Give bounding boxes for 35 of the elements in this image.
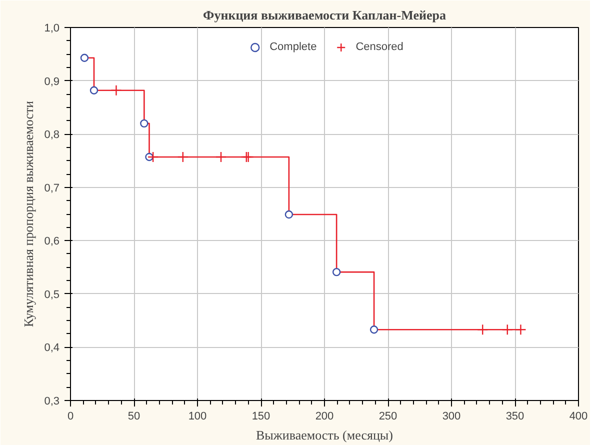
point	[80, 54, 89, 62]
x-tick-label: 350	[506, 410, 524, 422]
x-tick-label: 100	[188, 410, 207, 422]
point	[370, 326, 378, 334]
x-tick-label: 250	[378, 410, 398, 422]
y-axis-title: Кумулятивная пропорция выживаемости	[21, 100, 36, 328]
y-tick-label: 0,4	[44, 342, 60, 354]
y-tick-label: 0,9	[44, 76, 60, 88]
point	[477, 324, 488, 336]
point	[284, 210, 294, 219]
y-tick-label: 0,6	[44, 236, 60, 248]
chart-title: Функция выживаемости Каплан-Мейера	[203, 8, 446, 22]
point	[90, 86, 98, 94]
point	[215, 151, 227, 163]
x-tick-label: 0	[67, 410, 74, 422]
y-tick-label: 0,7	[44, 182, 60, 194]
legend-label: Complete	[270, 41, 317, 53]
y-tick-label: 0,5	[44, 288, 60, 301]
point	[147, 151, 159, 163]
point	[515, 324, 526, 336]
x-tick-label: 300	[442, 410, 461, 422]
x-tick-label: 200	[315, 410, 334, 422]
y-tick-label: 0,3	[44, 396, 60, 408]
legend-label: Censored	[356, 41, 404, 53]
x-tick-label: 400	[569, 410, 588, 422]
point	[110, 84, 122, 96]
point	[177, 151, 188, 163]
x-tick-label: 50	[128, 410, 140, 422]
y-tick-label: 1,0	[44, 22, 60, 34]
x-tick-label: 150	[252, 410, 270, 422]
x-axis-title: Выживаемость (месяцы)	[256, 428, 393, 442]
point	[332, 268, 341, 276]
point	[140, 119, 148, 128]
point	[502, 324, 513, 336]
y-tick-label: 0,8	[44, 129, 60, 142]
